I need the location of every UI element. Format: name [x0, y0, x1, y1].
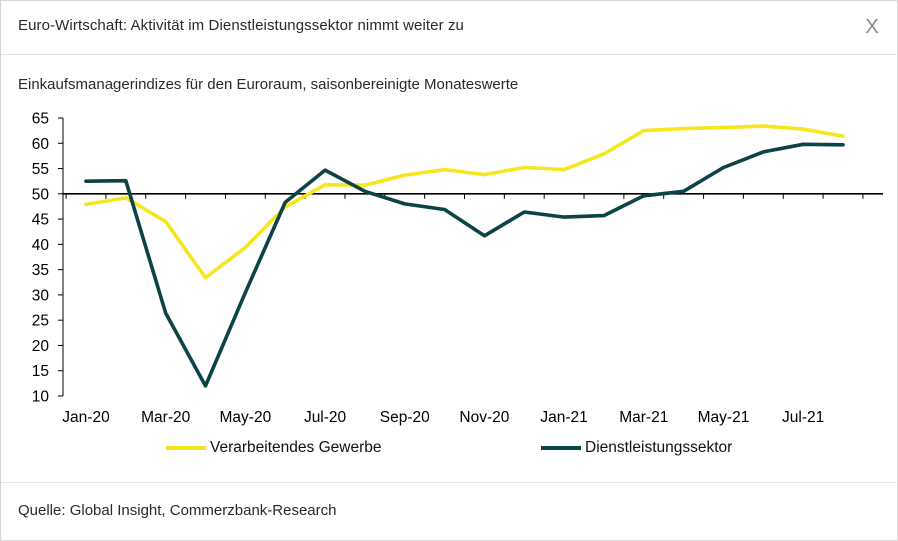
y-tick-label: 15: [32, 363, 49, 380]
series-line-dienstleistungssektor: [84, 142, 845, 388]
dialog-header: Euro-Wirtschaft: Aktivität im Dienstleis…: [1, 1, 897, 55]
y-tick-label: 10: [32, 389, 50, 406]
x-tick-label: Jan-20: [62, 409, 110, 426]
y-tick-label: 60: [32, 136, 50, 153]
source-note: Quelle: Global Insight, Commerzbank-Rese…: [18, 502, 337, 519]
legend-item-dienstleistungssektor: Dienstleistungssektor: [541, 439, 732, 457]
y-tick-label: 45: [32, 212, 49, 229]
x-tick-label: Nov-20: [459, 409, 509, 426]
y-tick-label: 30: [32, 287, 50, 304]
dialog-title: Euro-Wirtschaft: Aktivität im Dienstleis…: [18, 17, 464, 34]
x-tick-label: Jul-20: [304, 409, 347, 426]
x-tick-label: Sep-20: [380, 409, 430, 426]
dialog-footer: Quelle: Global Insight, Commerzbank-Rese…: [1, 482, 897, 541]
x-tick-label: Jul-21: [782, 409, 824, 426]
y-tick-label: 55: [32, 161, 49, 178]
x-tick-label: Mar-21: [619, 409, 668, 426]
legend-item-verarbeitendes-gewerbe: Verarbeitendes Gewerbe: [166, 439, 381, 457]
y-tick-label: 35: [32, 262, 49, 279]
close-button[interactable]: X: [865, 16, 879, 38]
y-tick-label: 40: [32, 237, 50, 254]
x-tick-label: Mar-20: [141, 409, 190, 426]
y-tick-label: 50: [32, 186, 50, 203]
x-tick-label: May-20: [220, 409, 272, 426]
legend-label-dienstleistungssektor: Dienstleistungssektor: [585, 439, 733, 456]
y-tick-label: 65: [32, 111, 49, 128]
series-line-verarbeitendes-gewerbe: [84, 124, 845, 280]
chart-legend: Verarbeitendes Gewerbe Dienstleistungsse…: [1, 439, 897, 463]
x-tick-label: May-21: [698, 409, 750, 426]
y-tick-label: 20: [32, 338, 50, 355]
legend-swatch-verarbeitendes-gewerbe: [166, 446, 206, 450]
x-tick-label: Jan-21: [540, 409, 587, 426]
legend-label-verarbeitendes-gewerbe: Verarbeitendes Gewerbe: [210, 439, 382, 456]
chart-title: Einkaufsmanagerindizes für den Euroraum,…: [18, 76, 519, 93]
y-tick-label: 25: [32, 313, 49, 330]
legend-swatch-dienstleistungssektor: [541, 446, 581, 450]
line-chart: 65 60 55 50 45 40 35 30 25 20 15 10 Jan-20 Mar-20 May-…: [32, 111, 883, 426]
